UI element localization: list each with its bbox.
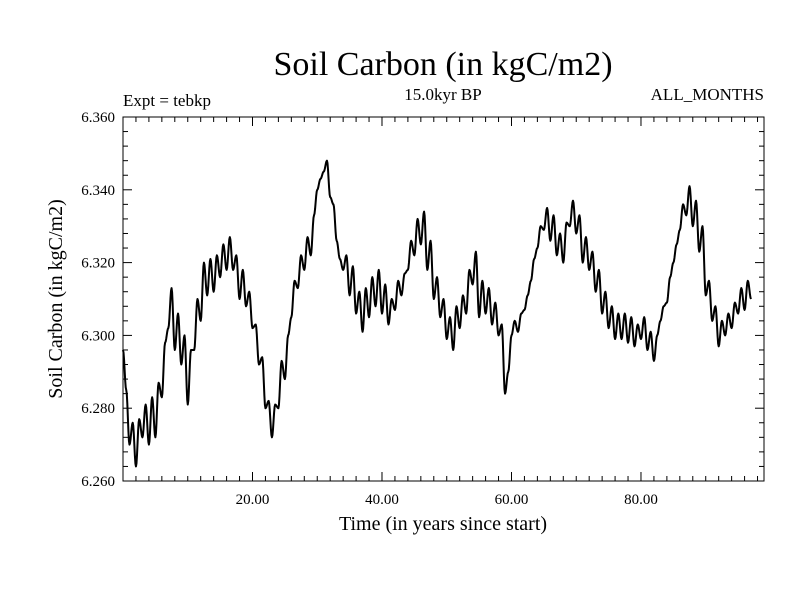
x-tick-labels: 20.00 40.00 60.00 80.00 — [236, 492, 658, 508]
y-tick-label: 6.340 — [81, 183, 115, 199]
y-tick-label: 6.260 — [81, 474, 115, 490]
x-axis-label: Time (in years since start) — [339, 513, 547, 535]
x-tick-label: 40.00 — [365, 492, 399, 508]
series-line — [122, 159, 752, 468]
y-axis-label: Soil Carbon (in kgC/m2) — [45, 199, 67, 398]
x-tick-label: 80.00 — [624, 492, 658, 508]
x-tick-label: 20.00 — [236, 492, 270, 508]
y-tick-labels: 6.260 6.280 6.300 6.320 6.340 6.360 — [81, 110, 115, 490]
experiment-label: Expt = tebkp — [123, 91, 211, 110]
x-tick-label: 60.00 — [495, 492, 529, 508]
chart-subtitle: 15.0kyr BP — [404, 85, 481, 104]
plot-frame — [122, 116, 765, 482]
months-label: ALL_MONTHS — [651, 85, 764, 104]
y-tick-label: 6.280 — [81, 401, 115, 417]
chart-title: Soil Carbon (in kgC/m2) — [273, 46, 612, 83]
y-tick-label: 6.320 — [81, 256, 115, 272]
y-tick-label: 6.300 — [81, 328, 115, 344]
y-tick-label: 6.360 — [81, 110, 115, 126]
axis-ticks — [123, 117, 764, 481]
